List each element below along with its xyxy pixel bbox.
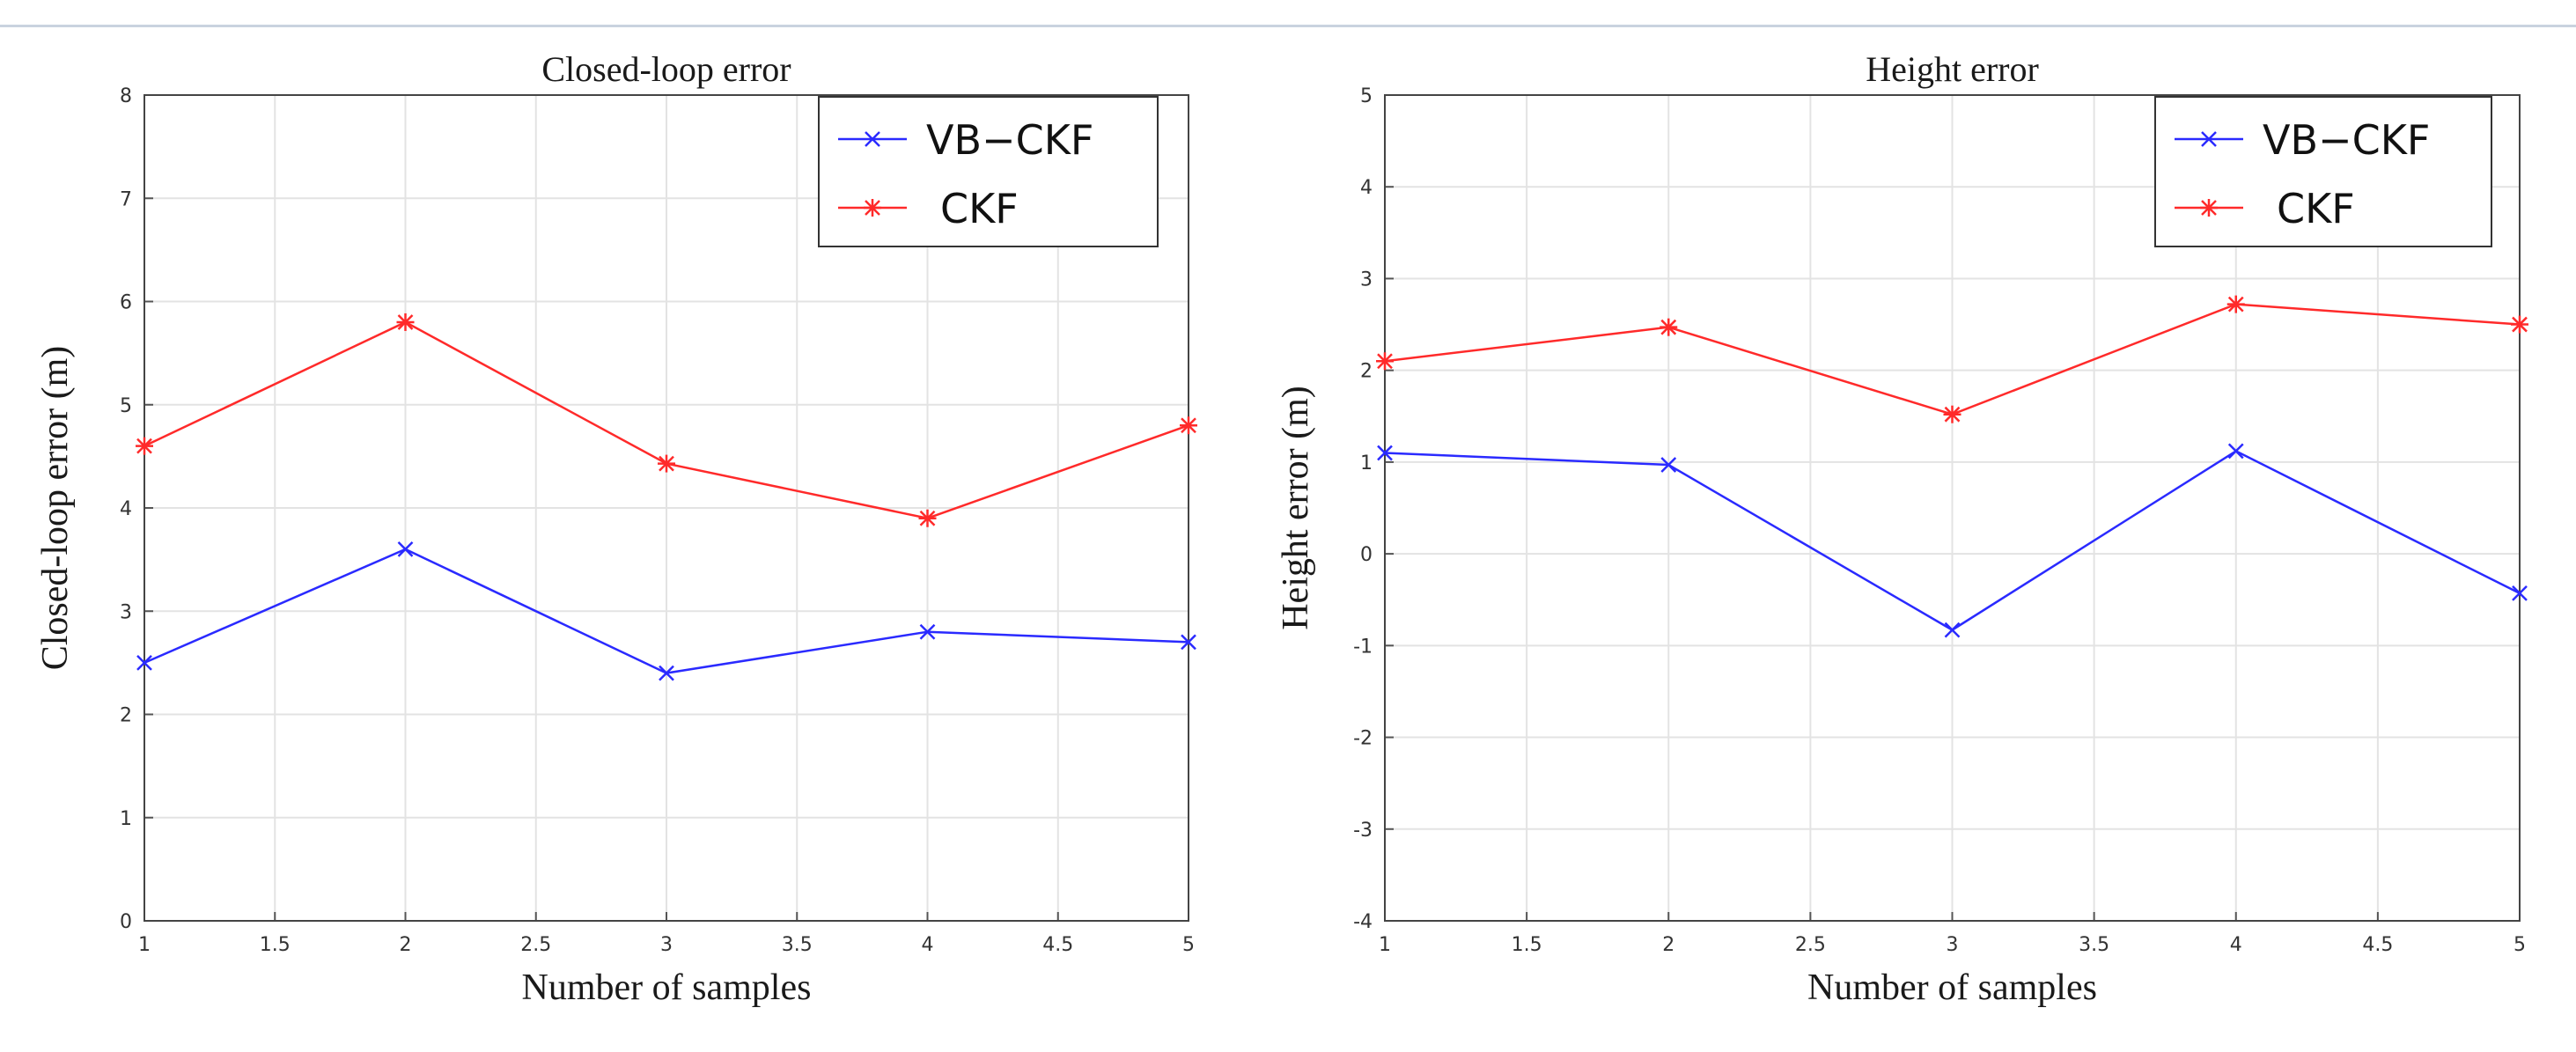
legend-marker (2201, 131, 2217, 147)
y-tick-label: 5 (120, 395, 132, 417)
data-point (1376, 352, 1394, 371)
x-tick-label: 4.5 (2362, 934, 2393, 956)
y-tick-label: 4 (120, 498, 132, 520)
y-tick-label: 0 (1360, 544, 1373, 566)
y-tick-label: 5 (1360, 85, 1373, 107)
y-tick-label: 7 (120, 188, 132, 210)
series-ckf (136, 313, 1197, 527)
y-tick-label: 1 (1360, 452, 1373, 475)
x-axis-label: Number of samples (522, 967, 812, 1008)
series-vb-ckf (1377, 443, 2528, 638)
x-tick-label: 4 (922, 934, 934, 956)
legend: VB−CKF CKF (2154, 96, 2492, 247)
data-point (1944, 622, 1961, 638)
x-tick-label: 3 (1947, 934, 1959, 956)
y-tick-label: 4 (1360, 177, 1373, 199)
series-ckf (1376, 295, 2528, 423)
legend-marker (864, 199, 881, 217)
y-tick-label: 6 (120, 292, 132, 314)
x-tick-label: 5 (1182, 934, 1195, 956)
data-point (136, 654, 152, 671)
y-tick-label: -1 (1353, 636, 1373, 658)
legend-marker (2200, 199, 2218, 217)
data-point (1943, 405, 1961, 423)
x-tick-label: 4.5 (1042, 934, 1073, 956)
legend-box (818, 96, 1159, 247)
data-point (1180, 416, 1197, 435)
data-point (396, 313, 415, 331)
x-axis-label: Number of samples (1807, 967, 2097, 1008)
legend-entry: CKF (838, 185, 1019, 232)
legend-label: VB−CKF (2263, 116, 2430, 164)
x-tick-label: 4 (2230, 934, 2242, 956)
axes-box (144, 94, 1189, 922)
y-axis-label: Height error (m) (1276, 386, 1316, 630)
y-tick-label: 2 (120, 705, 132, 727)
legend-entry: VB−CKF (2175, 116, 2430, 164)
x-tick-label: 3 (660, 934, 673, 956)
legend-label: CKF (2277, 185, 2355, 232)
data-point (2227, 443, 2244, 460)
legend-label: CKF (940, 185, 1019, 232)
chart-2: 1 1.5 2 2.5 3 3.5 4 4.5 5 -4 -3 -2 -1 0 1 2 3 4 5 Height er… (1276, 49, 2528, 1008)
data-point (397, 541, 414, 557)
legend-entry: CKF (2175, 185, 2355, 232)
y-tick-label: 2 (1360, 361, 1373, 383)
data-point (919, 623, 936, 640)
data-point (136, 437, 153, 455)
data-point (2512, 585, 2528, 601)
series-vb-ckf (136, 541, 1196, 681)
chart-title: Height error (1866, 49, 2039, 89)
legend-marker (865, 131, 880, 147)
data-point (1660, 318, 1678, 336)
data-point (1181, 634, 1196, 651)
x-tick-label: 2.5 (1795, 934, 1826, 956)
x-tick-label: 2.5 (520, 934, 551, 956)
x-tick-label: 3.5 (782, 934, 813, 956)
y-tick-label: -3 (1353, 820, 1373, 842)
data-point (918, 509, 937, 527)
y-tick-label: -2 (1353, 728, 1373, 750)
x-tick-label: 1.5 (1512, 934, 1542, 956)
data-point (658, 454, 675, 473)
data-point (2511, 315, 2528, 334)
legend-label: VB−CKF (926, 116, 1093, 164)
top-divider (0, 25, 2576, 27)
y-tick-label: 1 (120, 808, 132, 830)
x-tick-label: 5 (2513, 934, 2526, 956)
data-point (659, 665, 674, 681)
x-tick-label: 1 (1379, 934, 1391, 956)
data-point (1660, 457, 1677, 473)
y-tick-label: 3 (1360, 269, 1373, 291)
legend: VB−CKF CKF (818, 96, 1159, 247)
x-tick-label: 1.5 (260, 934, 291, 956)
y-tick-label: 8 (120, 85, 132, 107)
y-axis-label: Closed-loop error (m) (35, 346, 76, 671)
chart-title: Closed-loop error (541, 49, 791, 89)
legend-box (2154, 96, 2492, 247)
x-tick-label: 3.5 (2079, 934, 2109, 956)
x-tick-label: 1 (138, 934, 151, 956)
y-tick-label: 3 (120, 601, 132, 623)
data-point (2226, 295, 2245, 313)
y-tick-label: 0 (120, 911, 132, 933)
x-tick-label: 2 (1662, 934, 1674, 956)
y-tick-label: -4 (1353, 911, 1373, 933)
legend-entry: VB−CKF (838, 116, 1093, 164)
axes-box (1384, 94, 2521, 922)
x-tick-label: 2 (400, 934, 412, 956)
data-point (1377, 445, 1393, 461)
